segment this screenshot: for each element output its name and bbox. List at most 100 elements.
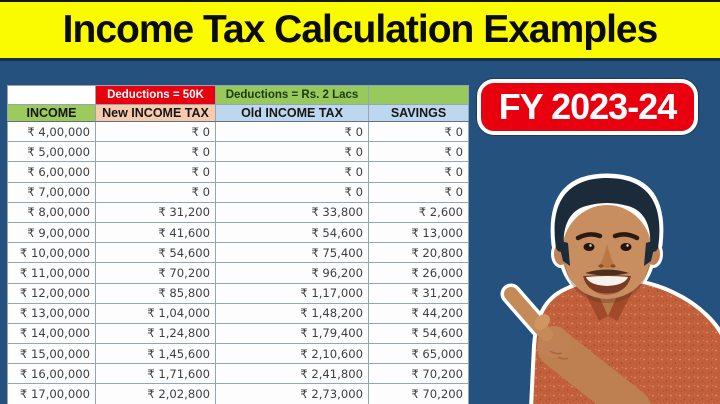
cell-income: ₹ 9,00,000 xyxy=(7,221,96,244)
cell-income: ₹ 12,00,000 xyxy=(7,282,96,304)
cell-new-tax: ₹ 1,24,800 xyxy=(95,322,216,345)
cell-income: ₹ 11,00,000 xyxy=(7,262,96,284)
cell-new-tax: ₹ 31,200 xyxy=(95,201,216,223)
title-bar: Income Tax Calculation Examples xyxy=(0,0,720,61)
banner-blank-cell xyxy=(7,85,96,105)
eyebrow-right xyxy=(612,232,640,241)
sideburn-right xyxy=(644,240,656,266)
cell-new-tax: ₹ 0 xyxy=(95,161,216,183)
cell-income: ₹ 16,00,000 xyxy=(7,363,96,385)
presenter-thumb xyxy=(533,314,551,330)
presenter-forearm xyxy=(537,329,651,404)
cell-new-tax: ₹ 0 xyxy=(95,141,216,163)
cell-income: ₹ 6,00,000 xyxy=(7,161,96,183)
cell-old-tax: ₹ 0 xyxy=(215,181,369,203)
cell-new-tax: ₹ 1,45,600 xyxy=(95,343,216,365)
cell-old-tax: ₹ 2,10,600 xyxy=(215,343,369,365)
presenter-nose xyxy=(600,244,614,268)
eyebrow-left xyxy=(575,232,603,241)
table-row: ₹ 10,00,000 ₹ 54,600 ₹ 75,400 ₹ 20,800 xyxy=(7,242,469,264)
cell-old-tax: ₹ 2,41,800 xyxy=(215,363,369,385)
cell-income: ₹ 10,00,000 xyxy=(7,242,96,264)
cell-old-tax: ₹ 0 xyxy=(215,141,369,163)
tax-table: Deductions = 50K Deductions = Rs. 2 Lacs… xyxy=(7,85,469,404)
cell-savings: ₹ 2,600 xyxy=(368,201,469,223)
table-row: ₹ 6,00,000 ₹ 0 ₹ 0 ₹ 0 xyxy=(7,161,469,183)
cell-savings: ₹ 70,200 xyxy=(368,363,469,385)
cell-income: ₹ 5,00,000 xyxy=(7,141,96,163)
cell-new-tax: ₹ 0 xyxy=(95,120,216,143)
cell-savings: ₹ 13,000 xyxy=(368,221,469,244)
fy-badge-label: FY 2023-24 xyxy=(498,86,677,127)
cell-income: ₹ 8,00,000 xyxy=(7,201,96,223)
column-header-new-tax: New INCOME TAX xyxy=(95,104,216,122)
cell-new-tax: ₹ 85,800 xyxy=(95,282,216,304)
cell-new-tax: ₹ 70,200 xyxy=(95,262,216,284)
cell-old-tax: ₹ 0 xyxy=(215,161,369,183)
cell-old-tax: ₹ 33,800 xyxy=(215,201,369,223)
savings-banner-blank-cell xyxy=(368,85,469,105)
column-header-old-tax: Old INCOME TAX xyxy=(215,104,369,122)
eye-left xyxy=(583,243,595,251)
table-row: ₹ 8,00,000 ₹ 31,200 ₹ 33,800 ₹ 2,600 xyxy=(7,201,469,223)
cell-old-tax: ₹ 54,600 xyxy=(215,221,369,244)
cell-income: ₹ 13,00,000 xyxy=(7,302,96,324)
cell-savings: ₹ 31,200 xyxy=(368,282,469,304)
cell-old-tax: ₹ 1,79,400 xyxy=(215,322,369,345)
table-row: ₹ 11,00,000 ₹ 70,200 ₹ 96,200 ₹ 26,000 xyxy=(7,262,469,284)
sideburn-left xyxy=(558,240,570,266)
cell-savings: ₹ 70,200 xyxy=(368,383,469,404)
presenter-hair xyxy=(554,178,660,252)
cell-old-tax: ₹ 2,73,000 xyxy=(215,383,369,404)
deductions-banner-row: Deductions = 50K Deductions = Rs. 2 Lacs xyxy=(7,85,469,105)
cell-savings: ₹ 44,200 xyxy=(368,302,469,324)
cell-old-tax: ₹ 1,17,000 xyxy=(215,282,369,304)
presenter-mustache xyxy=(585,269,629,276)
cell-new-tax: ₹ 0 xyxy=(95,181,216,203)
table-row: ₹ 17,00,000 ₹ 2,02,800 ₹ 2,73,000 ₹ 70,200 xyxy=(7,383,469,404)
table-row: ₹ 15,00,000 ₹ 1,45,600 ₹ 2,10,600 ₹ 65,000 xyxy=(7,343,469,365)
old-regime-deduction-banner: Deductions = Rs. 2 Lacs xyxy=(215,85,369,105)
fy-badge: FY 2023-24 xyxy=(477,79,698,135)
cell-new-tax: ₹ 41,600 xyxy=(95,221,216,244)
presenter-teeth xyxy=(586,276,628,286)
cell-savings: ₹ 0 xyxy=(368,120,469,143)
cell-old-tax: ₹ 96,200 xyxy=(215,262,369,284)
cell-new-tax: ₹ 2,02,800 xyxy=(95,383,216,404)
presenter-photo xyxy=(500,173,720,404)
cell-savings: ₹ 26,000 xyxy=(368,262,469,284)
cell-income: ₹ 15,00,000 xyxy=(7,343,96,365)
cell-new-tax: ₹ 1,71,600 xyxy=(95,363,216,385)
table-row: ₹ 5,00,000 ₹ 0 ₹ 0 ₹ 0 xyxy=(7,141,469,163)
cell-savings: ₹ 0 xyxy=(368,141,469,163)
cell-income: ₹ 17,00,000 xyxy=(7,383,96,404)
cell-savings: ₹ 0 xyxy=(368,161,469,183)
table-row: ₹ 4,00,000 ₹ 0 ₹ 0 ₹ 0 xyxy=(7,120,469,143)
table-row: ₹ 12,00,000 ₹ 85,800 ₹ 1,17,000 ₹ 31,200 xyxy=(7,282,469,304)
cell-income: ₹ 14,00,000 xyxy=(7,322,96,345)
top-border xyxy=(0,0,720,2)
eye-right xyxy=(620,243,632,251)
table-row: ₹ 13,00,000 ₹ 1,04,000 ₹ 1,48,200 ₹ 44,200 xyxy=(7,302,469,324)
table-row: ₹ 7,00,000 ₹ 0 ₹ 0 ₹ 0 xyxy=(7,181,469,203)
cell-savings: ₹ 65,000 xyxy=(368,343,469,365)
cell-savings: ₹ 54,600 xyxy=(368,322,469,345)
cell-old-tax: ₹ 1,48,200 xyxy=(215,302,369,324)
column-header-income: INCOME xyxy=(7,104,96,122)
cell-new-tax: ₹ 1,04,000 xyxy=(95,302,216,324)
column-header-savings: SAVINGS xyxy=(368,104,469,122)
tax-table-body: ₹ 4,00,000 ₹ 0 ₹ 0 ₹ 0 ₹ 5,00,000 ₹ 0 ₹ 0 ₹ 0 ₹ … xyxy=(7,120,469,404)
table-row: ₹ 14,00,000 ₹ 1,24,800 ₹ 1,79,400 ₹ 54,600 xyxy=(7,322,469,345)
cell-savings: ₹ 20,800 xyxy=(368,242,469,264)
cell-savings: ₹ 0 xyxy=(368,181,469,203)
cell-income: ₹ 4,00,000 xyxy=(7,120,96,143)
lower-lip xyxy=(593,291,621,295)
table-row: ₹ 16,00,000 ₹ 1,71,600 ₹ 2,41,800 ₹ 70,200 xyxy=(7,363,469,385)
table-row: ₹ 9,00,000 ₹ 41,600 ₹ 54,600 ₹ 13,000 xyxy=(7,221,469,244)
page-title: Income Tax Calculation Examples xyxy=(62,8,659,51)
new-regime-deduction-banner: Deductions = 50K xyxy=(95,85,216,105)
column-header-row: INCOME New INCOME TAX Old INCOME TAX SAV… xyxy=(7,104,469,122)
cell-old-tax: ₹ 0 xyxy=(215,120,369,143)
cell-income: ₹ 7,00,000 xyxy=(7,181,96,203)
